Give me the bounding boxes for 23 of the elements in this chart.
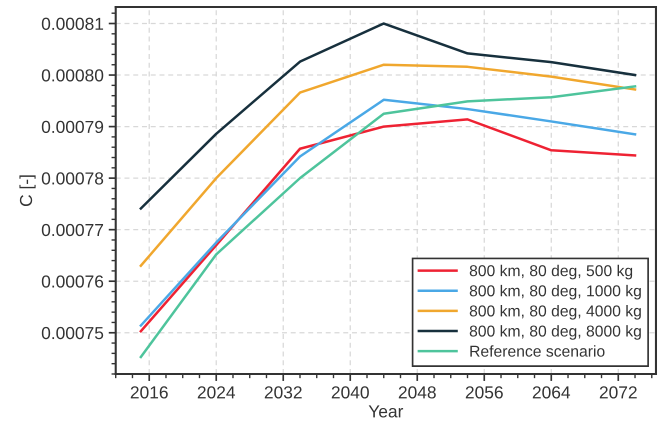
y-tick-label: 0.00077 — [42, 224, 104, 236]
x-tick-label: 2032 — [264, 386, 302, 399]
y-tick-label: 0.00075 — [42, 326, 104, 340]
y-tick-label: 0.00079 — [42, 120, 104, 134]
legend-label: 800 km, 80 deg, 500 kg — [470, 264, 632, 280]
x-tick-label: 2048 — [398, 386, 436, 399]
x-tick-label: 2040 — [332, 386, 369, 399]
x-axis-title: Year — [368, 405, 404, 418]
y-tick-label: 0.00076 — [42, 275, 104, 288]
x-tick-label: 2064 — [532, 386, 570, 399]
y-tick-label: 0.00080 — [42, 69, 104, 82]
legend-label: 800 km, 80 deg, 1000 kg — [470, 284, 641, 300]
x-tick-label: 2072 — [600, 386, 637, 399]
y-axis-title: C [-] — [19, 175, 36, 206]
legend-label: 800 km, 80 deg, 4000 kg — [470, 304, 641, 320]
x-tick-label: 2016 — [130, 386, 168, 399]
x-tick-label: 2024 — [198, 386, 236, 399]
y-tick-label: 0.00078 — [42, 172, 104, 185]
y-tick-label: 0.00081 — [42, 18, 104, 30]
legend-label: 800 km, 80 deg, 8000 kg — [470, 325, 641, 340]
line-series — [140, 22, 636, 210]
legend-label: Reference scenario — [470, 345, 605, 357]
x-tick-label: 2056 — [466, 386, 503, 399]
